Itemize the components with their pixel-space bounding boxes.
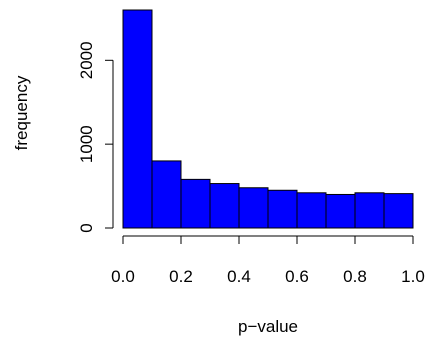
x-axis: 0.0 0.2 0.4 0.6 0.8 1.0 (111, 235, 425, 286)
histogram-bar (267, 189, 298, 229)
histogram-bar (151, 160, 182, 229)
y-axis-title: frequency (12, 75, 31, 150)
x-tick-label: 0.8 (343, 267, 367, 286)
x-tick-label: 0.4 (227, 267, 251, 286)
x-tick-label: 0.0 (111, 267, 135, 286)
histogram-bar (325, 193, 356, 229)
y-tick-label: 1000 (77, 125, 96, 163)
y-tick-label: 2000 (77, 41, 96, 79)
histogram-bar (296, 192, 327, 229)
histogram-bar (383, 193, 414, 229)
histogram-bar (238, 187, 269, 229)
x-tick-label: 0.2 (169, 267, 193, 286)
histogram-bar (122, 9, 153, 229)
histogram-bar (354, 192, 385, 229)
x-tick-label: 0.6 (285, 267, 309, 286)
y-axis: 0 1000 2000 (77, 41, 114, 233)
histogram-bar (180, 178, 211, 229)
x-tick-label: 1.0 (401, 267, 425, 286)
histogram-bars (122, 9, 414, 229)
x-axis-title: p−value (238, 317, 298, 336)
histogram-bar (209, 183, 240, 229)
y-tick-label: 0 (77, 223, 96, 232)
